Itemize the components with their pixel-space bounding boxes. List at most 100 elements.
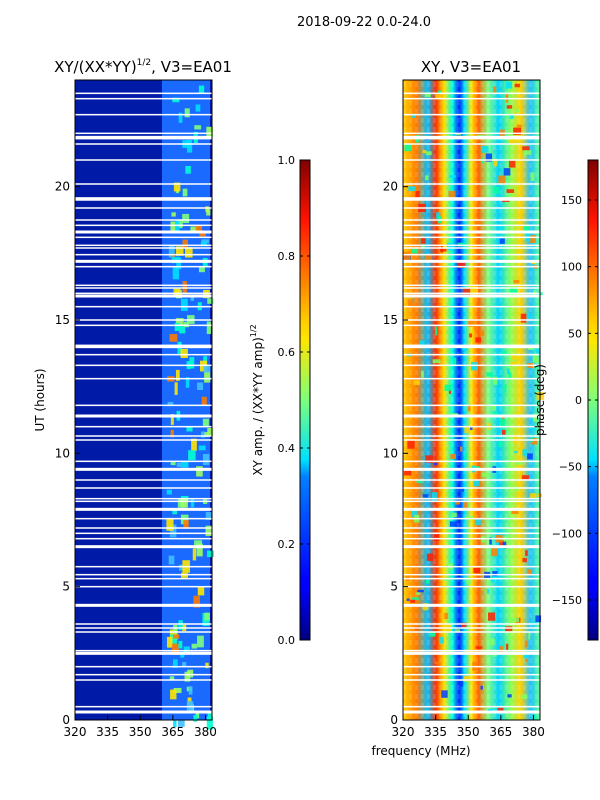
right-ytick-label: 5 [390, 580, 398, 594]
left-flag-line [75, 135, 212, 139]
left-heatmap-cell [192, 548, 197, 561]
right-cbar-tick-label: 150 [561, 194, 582, 207]
right-flag-line [403, 230, 540, 234]
left-heatmap-cell [190, 297, 195, 302]
left-cbar-tick-label: 0.0 [278, 634, 296, 647]
right-heatmap-cell [434, 661, 441, 665]
right-flag-line [403, 517, 540, 520]
right-xtick-label: 335 [424, 725, 447, 739]
left-heatmap-cell [166, 517, 174, 531]
left-flag-line [75, 439, 212, 441]
left-heatmap-cell [176, 462, 182, 467]
left-ytick-label: 10 [55, 446, 70, 460]
left-heatmap-cell [206, 126, 214, 137]
right-heatmap-cell [534, 715, 537, 720]
right-colorbar: −150 −100 −50 0 50 100 150 phase (deg) [533, 159, 599, 641]
left-xtick-label: 335 [96, 725, 119, 739]
left-heatmap-cell [206, 208, 211, 216]
right-heatmap-cell [421, 237, 426, 244]
left-flag-line [75, 292, 212, 295]
left-flag-line [75, 224, 212, 227]
right-heatmap-cell [535, 615, 542, 622]
right-heatmap-cell [501, 429, 506, 435]
right-heatmap-cell [451, 512, 457, 518]
left-heatmap-cell [170, 634, 177, 647]
left-xtick-label: 365 [161, 725, 184, 739]
right-heatmap-cell [501, 415, 505, 423]
right-heatmap-cell [437, 90, 442, 94]
right-heatmap-cell [449, 175, 456, 178]
left-heatmap-cell [172, 509, 178, 515]
right-heatmap-cell [435, 94, 442, 98]
right-flag-line [403, 573, 540, 576]
right-heatmap-cell [530, 425, 536, 431]
left-flag-line [75, 573, 212, 576]
right-heatmap-cell [506, 189, 515, 193]
right-heatmap-cell [426, 553, 434, 562]
right-flag-line [403, 673, 540, 676]
right-heatmap-cell [474, 517, 481, 526]
left-heatmap-cell [168, 245, 175, 258]
right-flag-line [403, 207, 540, 209]
right-heatmap-cell [465, 649, 472, 654]
left-heatmap-cell [169, 524, 177, 538]
right-flag-line [403, 507, 540, 511]
left-flag-line [75, 244, 212, 247]
left-heatmap-cell [198, 85, 205, 94]
left-heatmap-cell [173, 719, 177, 728]
right-flag-line [403, 135, 540, 139]
right-heatmap-cell [514, 83, 520, 88]
right-flag-line [403, 224, 540, 227]
left-heatmap-cell [195, 711, 200, 719]
left-flag-line [75, 364, 212, 367]
right-heatmap-cell [492, 571, 498, 577]
right-heatmap-cell [439, 636, 444, 644]
right-heatmap-cell [470, 285, 479, 295]
left-flag-line [75, 710, 212, 714]
left-flag-line [75, 159, 212, 161]
left-flag-line [75, 404, 212, 407]
left-heatmap-cell [172, 97, 180, 103]
right-flag-line [403, 705, 540, 708]
left-flag-line [75, 183, 212, 185]
right-flag-line [403, 532, 540, 535]
right-heatmap-cell [408, 186, 416, 192]
right-heatmap-cell [491, 405, 497, 411]
left-flag-line [75, 92, 212, 95]
right-xtick-label: 380 [522, 725, 545, 739]
right-heatmap-cell [425, 455, 433, 463]
right-ytick-label: 15 [383, 313, 398, 327]
right-heatmap-texture [403, 80, 540, 720]
right-heatmap-cell [474, 324, 478, 332]
right-heatmap-cell [467, 404, 471, 412]
right-flag-line [403, 265, 540, 268]
right-heatmap-cell [435, 326, 438, 336]
right-heatmap-cell [407, 440, 415, 449]
left-heatmap-cell [178, 620, 183, 630]
left-heatmap-cell [204, 432, 210, 437]
left-flag-line [75, 627, 212, 629]
left-colorbar-label: XY amp. / (XX*YY amp)1/2 [249, 324, 265, 475]
right-heatmap-cell [475, 337, 481, 343]
left-flag-line [75, 253, 212, 256]
right-flag-line [403, 497, 540, 500]
left-flag-line [75, 497, 212, 500]
left-heatmap-cell [171, 643, 179, 655]
right-heatmap-cell [493, 412, 499, 416]
right-heatmap-cell [524, 659, 528, 662]
left-heatmap-cell [194, 125, 202, 130]
right-flag-line [403, 183, 540, 185]
right-heatmap-cell [489, 638, 495, 646]
right-flag-line [403, 649, 540, 652]
right-heatmap-cell [415, 190, 420, 200]
right-heatmap-cell [482, 145, 489, 153]
left-heatmap-cell [201, 239, 209, 244]
right-cbar-tick-label: −150 [552, 594, 582, 607]
right-flag-lines [403, 92, 540, 714]
left-flag-line [75, 532, 212, 535]
right-flag-line [403, 92, 540, 95]
left-heatmap-cell [170, 221, 176, 233]
right-flag-line [403, 287, 540, 289]
left-heatmap-cell [199, 231, 206, 237]
left-flag-line [75, 565, 212, 568]
